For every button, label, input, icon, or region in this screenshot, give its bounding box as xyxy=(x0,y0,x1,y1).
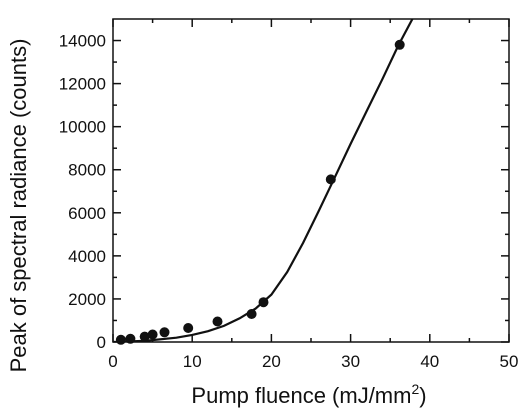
data-point xyxy=(115,334,126,345)
data-point xyxy=(325,174,336,185)
x-tick-label: 30 xyxy=(341,352,360,371)
data-point xyxy=(147,329,158,340)
y-tick-label: 2000 xyxy=(68,290,106,309)
y-tick-label: 8000 xyxy=(68,161,106,180)
y-tick-label: 10000 xyxy=(59,118,106,137)
x-axis-ticks: 0 10 20 30 40 50 xyxy=(108,19,518,371)
data-point xyxy=(212,316,223,327)
data-point xyxy=(159,327,170,338)
x-axis-label: Pump fluence (mJ/mm2) xyxy=(191,381,426,408)
x-tick-label: 0 xyxy=(108,352,117,371)
y-axis-ticks: 0 2000 4000 6000 8000 10000 12000 14000 xyxy=(59,32,509,352)
data-point xyxy=(139,331,150,342)
y-tick-label: 0 xyxy=(97,333,106,352)
y-tick-label: 6000 xyxy=(68,204,106,223)
x-tick-label: 50 xyxy=(500,352,519,371)
x-tick-label: 40 xyxy=(420,352,439,371)
plot-area xyxy=(112,18,510,345)
data-point xyxy=(183,323,194,333)
y-tick-label: 12000 xyxy=(59,75,106,94)
data-point xyxy=(246,309,257,319)
plot-frame xyxy=(112,18,510,343)
y-axis-label: Peak of spectral radiance (counts) xyxy=(6,39,31,373)
fit-curve xyxy=(113,19,414,342)
y-tick-label: 14000 xyxy=(59,32,106,51)
x-tick-label: 10 xyxy=(183,352,202,371)
y-tick-label: 4000 xyxy=(68,247,106,266)
data-point xyxy=(258,297,269,308)
data-point xyxy=(394,39,405,50)
x-tick-label: 20 xyxy=(262,352,281,371)
